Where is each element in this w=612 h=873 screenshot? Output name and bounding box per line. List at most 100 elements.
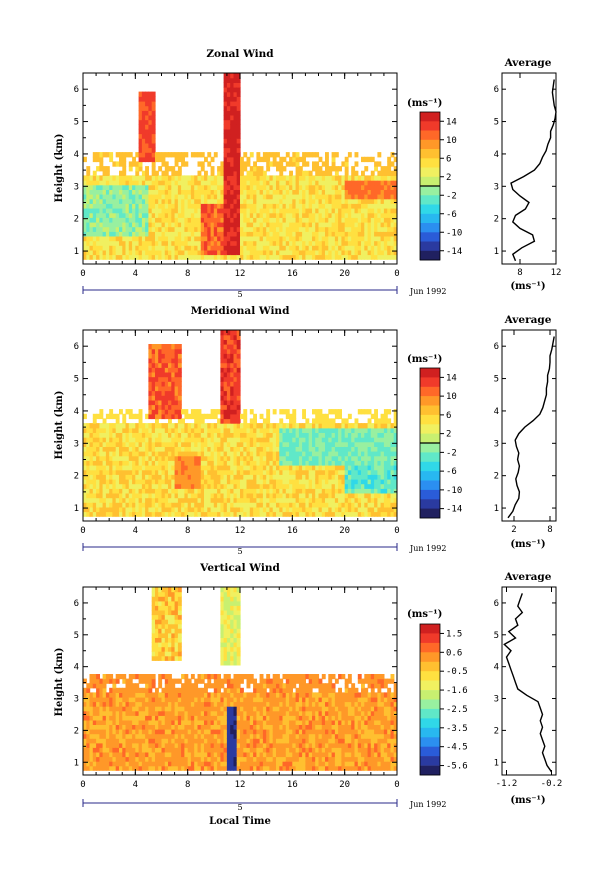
heatmap-cell xyxy=(122,706,127,712)
heatmap-cell xyxy=(99,742,104,748)
heatmap-cell xyxy=(226,506,231,513)
heatmap-cell xyxy=(151,194,156,200)
heatmap-cell xyxy=(285,194,290,200)
heatmap-cell xyxy=(233,511,238,517)
heatmap-cell xyxy=(357,212,362,218)
heatmap-cell xyxy=(138,208,143,214)
heatmap-cell xyxy=(226,231,231,237)
heatmap-cell xyxy=(190,488,195,494)
heatmap-cell xyxy=(128,446,133,452)
heatmap-cell xyxy=(344,478,349,485)
heatmap-cell xyxy=(285,189,290,195)
heatmap-cell xyxy=(295,511,300,517)
heatmap-cell xyxy=(109,441,114,447)
heatmap-cell xyxy=(334,497,339,503)
heatmap-cell xyxy=(132,488,136,494)
heatmap-cell xyxy=(383,423,388,429)
heatmap-cell xyxy=(89,221,94,228)
heatmap-cell xyxy=(223,235,228,242)
heatmap-cell xyxy=(240,469,244,475)
heatmap-cell xyxy=(295,497,300,503)
heatmap-cell xyxy=(262,180,267,186)
heatmap-cell xyxy=(325,446,329,452)
heatmap-cell xyxy=(266,488,271,494)
heatmap-cell xyxy=(125,226,130,232)
heatmap-cell xyxy=(298,465,303,471)
heatmap-cell xyxy=(367,488,372,494)
heatmap-cell xyxy=(230,133,235,139)
colorbar-label: -6 xyxy=(446,467,457,477)
heatmap-cell xyxy=(204,217,208,223)
heatmap-cell xyxy=(181,198,185,204)
chart-title: Meridional Wind xyxy=(191,305,290,317)
heatmap-cell xyxy=(285,441,290,447)
heatmap-cell xyxy=(374,478,378,485)
heatmap-cell xyxy=(308,217,313,223)
heatmap-cell xyxy=(279,418,284,424)
heatmap-cell xyxy=(210,441,215,447)
heatmap-cell xyxy=(285,423,290,429)
heatmap-cell xyxy=(155,376,159,382)
heatmap-cell xyxy=(230,96,235,102)
heatmap-cell xyxy=(305,502,310,508)
heatmap-cell xyxy=(109,761,114,767)
heatmap-cell xyxy=(279,469,284,475)
heatmap-cell xyxy=(92,208,97,214)
heatmap-cell xyxy=(125,687,130,693)
heatmap-cell xyxy=(138,696,143,703)
heatmap-cell xyxy=(276,451,280,457)
heatmap-cell xyxy=(122,729,127,735)
heatmap-cell xyxy=(328,488,333,494)
heatmap-cell xyxy=(308,180,313,186)
heatmap-cell xyxy=(374,217,378,223)
heatmap-cell xyxy=(115,460,120,466)
heatmap-cell xyxy=(341,446,346,452)
heatmap-cell xyxy=(119,240,123,246)
heatmap-cell xyxy=(132,156,136,163)
heatmap-cell xyxy=(285,437,290,443)
heatmap-cell xyxy=(220,161,225,167)
heatmap-cell xyxy=(272,469,277,475)
heatmap-cell xyxy=(132,692,136,698)
heatmap-cell xyxy=(122,465,127,471)
heatmap-cell xyxy=(364,166,369,172)
heatmap-cell xyxy=(112,701,117,707)
heatmap-cell xyxy=(226,497,231,503)
heatmap-cell xyxy=(347,180,352,186)
heatmap-cell xyxy=(89,511,94,517)
heatmap-cell xyxy=(357,451,362,457)
heatmap-cell xyxy=(102,198,107,204)
heatmap-cell xyxy=(164,152,169,158)
heatmap-cell xyxy=(367,427,372,433)
heatmap-cell xyxy=(295,437,300,443)
heatmap-cell xyxy=(207,506,212,513)
heatmap-cell xyxy=(312,502,316,508)
heatmap-cell xyxy=(89,474,94,480)
heatmap-cell xyxy=(351,208,356,214)
heatmap-cell xyxy=(204,208,208,214)
heatmap-cell xyxy=(102,427,107,433)
heatmap-cell xyxy=(370,249,375,256)
heatmap-cell xyxy=(102,478,107,485)
heatmap-cell xyxy=(109,203,114,209)
heatmap-cell xyxy=(266,437,271,443)
heatmap-cell xyxy=(289,502,293,508)
heatmap-cell xyxy=(168,465,172,471)
heatmap-cell xyxy=(236,221,241,228)
heatmap-cell xyxy=(161,451,166,457)
heatmap-cell xyxy=(184,413,189,420)
heatmap-cell xyxy=(158,357,163,364)
heatmap-cell xyxy=(158,502,163,508)
heatmap-cell xyxy=(83,441,87,447)
heatmap-cell xyxy=(390,189,395,195)
heatmap-cell xyxy=(105,413,110,420)
heatmap-cell xyxy=(387,240,392,246)
heatmap-cell xyxy=(96,254,100,260)
heatmap-cell xyxy=(132,497,136,503)
heatmap-cell xyxy=(102,506,107,513)
heatmap-cell xyxy=(230,418,235,424)
heatmap-cell xyxy=(119,161,123,167)
heatmap-cell xyxy=(177,240,182,246)
heatmap-cell xyxy=(295,175,300,181)
